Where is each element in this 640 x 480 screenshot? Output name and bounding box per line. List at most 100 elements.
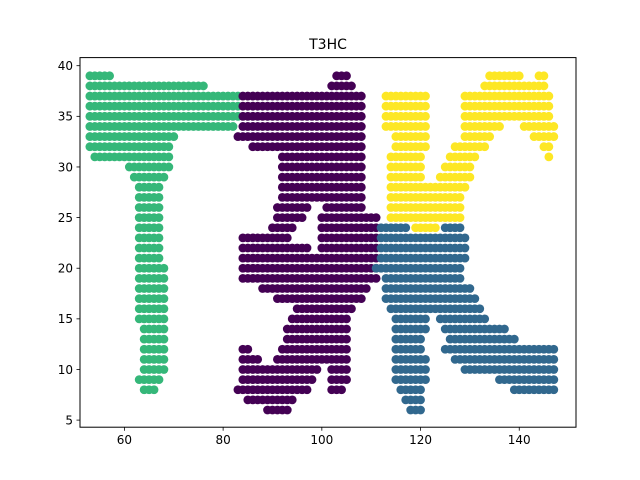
data-point: [421, 122, 430, 131]
data-point: [164, 142, 174, 152]
data-point: [460, 243, 470, 253]
data-point: [416, 395, 425, 405]
data-point: [154, 223, 164, 233]
data-point: [356, 192, 366, 202]
data-point: [337, 385, 346, 395]
data-point: [159, 284, 169, 293]
data-point: [460, 233, 470, 243]
data-point: [342, 324, 351, 334]
series-0: [85, 71, 243, 395]
data-point: [342, 314, 351, 324]
data-point: [307, 375, 317, 385]
data-point: [416, 344, 425, 354]
data-point: [416, 405, 425, 415]
data-point: [549, 344, 559, 354]
data-point: [159, 314, 169, 324]
data-point: [159, 354, 169, 364]
data-point: [455, 192, 465, 202]
data-point: [342, 365, 351, 374]
data-point: [455, 213, 465, 222]
data-point: [154, 213, 164, 222]
data-point: [544, 142, 554, 152]
data-point: [154, 233, 164, 243]
y-tick-label: 15: [58, 312, 73, 326]
data-point: [416, 172, 425, 182]
data-point: [297, 213, 307, 222]
data-point: [421, 314, 430, 324]
data-point: [282, 405, 292, 415]
data-point: [347, 81, 356, 91]
data-point: [544, 91, 554, 101]
data-point: [159, 294, 169, 303]
data-point: [475, 304, 485, 314]
data-point: [455, 223, 465, 233]
data-point: [416, 385, 425, 395]
data-point: [455, 273, 465, 283]
data-point: [356, 142, 366, 152]
data-point: [421, 324, 430, 334]
y-tick-label: 20: [58, 262, 73, 276]
data-point: [282, 233, 292, 243]
data-point: [154, 243, 164, 253]
data-point: [421, 101, 430, 111]
data-point: [312, 365, 322, 374]
data-point: [549, 365, 559, 374]
data-point: [539, 71, 549, 81]
series-3: [381, 71, 559, 233]
data-point: [154, 375, 164, 385]
data-point: [105, 71, 115, 81]
data-point: [302, 203, 312, 212]
x-tick-label: 80: [215, 433, 230, 447]
data-point: [416, 152, 425, 162]
data-point: [356, 152, 366, 162]
chart-title: T3HC: [308, 37, 347, 53]
data-point: [228, 122, 238, 131]
data-point: [356, 122, 366, 131]
data-point: [342, 334, 351, 344]
data-point: [342, 375, 351, 385]
x-tick-label: 140: [508, 433, 531, 447]
data-point: [287, 395, 297, 405]
data-point: [159, 304, 169, 314]
y-tick-label: 5: [65, 413, 73, 427]
data-point: [198, 81, 208, 91]
data-point: [421, 132, 430, 141]
data-point: [159, 334, 169, 344]
x-axis: 60 80 100 120 140: [117, 427, 531, 447]
data-point: [154, 253, 164, 263]
data-point: [356, 294, 366, 303]
y-tick-label: 40: [58, 59, 73, 73]
data-point: [549, 122, 559, 131]
data-point: [465, 172, 475, 182]
data-point: [154, 192, 164, 202]
data-point: [287, 223, 297, 233]
data-point: [544, 111, 554, 121]
data-point: [430, 223, 440, 233]
data-point: [460, 182, 470, 192]
data-point: [159, 365, 169, 374]
series-2: [371, 223, 559, 415]
y-tick-label: 35: [58, 110, 73, 124]
data-point: [342, 344, 351, 354]
data-point: [539, 81, 549, 91]
x-tick-label: 100: [310, 433, 333, 447]
data-point: [164, 152, 174, 162]
data-point: [243, 344, 253, 354]
y-axis: 5 10 15 20 25 30 35 40: [58, 59, 80, 427]
data-point: [159, 172, 169, 182]
data-point: [342, 354, 351, 364]
data-point: [514, 71, 524, 81]
data-point: [302, 385, 312, 395]
data-point: [500, 324, 509, 334]
data-point: [347, 304, 356, 314]
data-point: [455, 203, 465, 212]
data-point: [416, 162, 425, 172]
data-point: [401, 223, 411, 233]
data-point: [159, 263, 169, 273]
data-point: [154, 182, 164, 192]
data-point: [356, 203, 366, 212]
data-point: [421, 365, 430, 374]
points-layer: [85, 71, 559, 415]
data-point: [549, 132, 559, 141]
data-point: [421, 375, 430, 385]
